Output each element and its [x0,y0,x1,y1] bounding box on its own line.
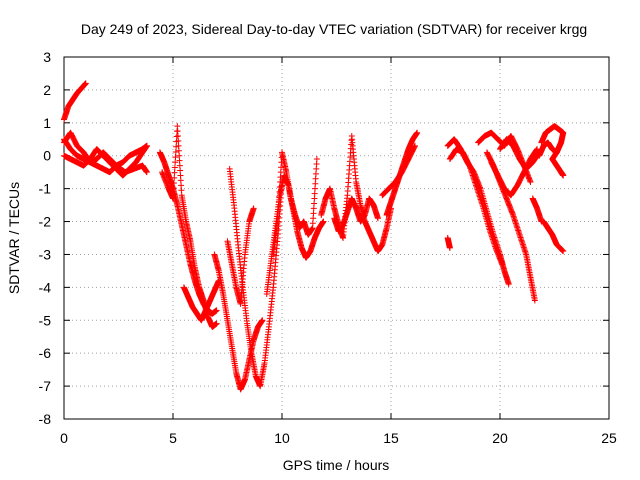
series-arc-k [263,172,327,297]
x-tick-label: 10 [274,430,290,446]
data-point [527,179,534,186]
series-arc-y [540,218,567,255]
data-point [446,244,453,251]
series-arc-c [61,142,150,179]
series-arc-t [475,129,534,186]
x-tick-label: 0 [60,430,68,446]
x-tick-label: 15 [383,430,399,446]
data-point [172,154,179,161]
data-point [172,159,179,166]
data-point [414,129,421,136]
y-tick-label: 2 [43,82,51,98]
data-point [143,169,150,176]
data-point [171,174,178,181]
data-point [558,139,565,146]
data-point [313,156,320,163]
series-arc-j [224,205,257,307]
series-arc-g [180,277,222,324]
data-point [143,142,150,149]
data-point [560,248,567,255]
data-point [170,195,176,202]
data-point [213,307,220,314]
y-tick-label: -8 [39,411,52,427]
series-arc-v [488,146,541,199]
data-point [171,164,178,171]
data-point [170,185,177,192]
y-axis-label: SDTVAR / TECUs [6,182,22,294]
data-point [82,80,89,87]
y-tick-label: -4 [39,279,52,295]
series-arc-h [211,251,266,393]
x-tick-label: 25 [601,430,617,446]
data-point [171,169,178,176]
data-point [499,261,506,268]
series-arc-f [159,123,220,330]
data-point [374,215,381,222]
data-point [250,205,257,212]
x-axis-label: GPS time / hours [283,457,390,473]
data-point [320,218,327,225]
y-tick-label: 3 [43,49,51,65]
data-point [170,190,177,197]
series-arc-s [446,146,506,268]
data-point [170,179,177,186]
series-arc-l [270,149,320,258]
series-arc-d [61,136,150,176]
data-point [259,317,266,324]
series-arc-a [61,80,89,123]
series-arc-i [226,165,285,390]
y-tick-label: -1 [39,181,52,197]
y-tick-label: -3 [39,246,52,262]
y-axis: 3 2 1 0 -1 -2 -3 -4 -5 -6 -7 -8 [39,49,609,427]
chart-title: Day 249 of 2023, Sidereal Day-to-day VTE… [81,21,587,37]
series-arc-q [444,235,453,251]
series-arc-w [497,136,543,172]
y-tick-label: 0 [43,148,51,164]
data-point [560,172,567,179]
y-tick-label: -6 [39,345,52,361]
data-point [172,148,179,155]
series-arc-z [538,123,567,179]
y-tick-label: -7 [39,378,52,394]
data-point [505,281,512,288]
x-tick-label: 5 [169,430,177,446]
series-arc-x [529,195,545,225]
y-tick-label: -2 [39,214,52,230]
data-point [213,320,220,327]
y-tick-label: -5 [39,312,52,328]
x-tick-label: 20 [492,430,508,446]
data-point [531,297,538,304]
data-point [411,142,418,149]
series-arc-n [331,195,381,235]
series-arc-aa [536,139,565,159]
plot-frame [63,56,610,420]
data-points [61,80,567,393]
y-tick-label: 1 [43,115,51,131]
series-arc-p [379,142,418,199]
x-axis: 0 5 10 15 20 25 [60,57,617,446]
grid [64,57,609,419]
